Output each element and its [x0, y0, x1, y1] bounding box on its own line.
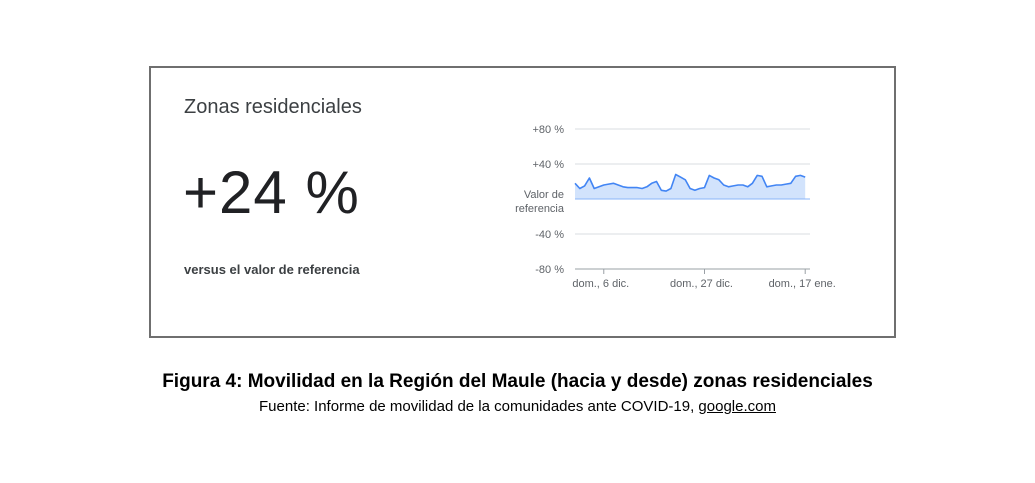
- series-line: [574, 173, 806, 192]
- big-value: +24 %: [183, 159, 360, 226]
- y-tick-label: referencia: [515, 203, 565, 215]
- y-tick-label: -40 %: [535, 229, 564, 241]
- y-tick-label: Valor de: [524, 189, 564, 201]
- series-area: [575, 174, 806, 199]
- source-text: Fuente: Informe de movilidad de la comun…: [259, 398, 699, 415]
- source-link[interactable]: google.com: [698, 398, 776, 415]
- y-tick-label: +80 %: [533, 124, 565, 136]
- x-tick-label: dom., 27 dic.: [670, 278, 733, 290]
- figure-source: Fuente: Informe de movilidad de la comun…: [0, 398, 1035, 415]
- y-tick-label: +40 %: [533, 159, 565, 171]
- figure-caption: Figura 4: Movilidad en la Región del Mau…: [162, 371, 873, 392]
- y-tick-label: -80 %: [535, 264, 564, 276]
- x-tick-label: dom., 6 dic.: [572, 278, 629, 290]
- x-tick-label: dom., 17 ene.: [769, 278, 836, 290]
- mobility-card: Zonas residenciales +24 % versus el valo…: [149, 66, 896, 338]
- card-title: Zonas residenciales: [184, 96, 362, 118]
- sub-label: versus el valor de referencia: [184, 262, 360, 277]
